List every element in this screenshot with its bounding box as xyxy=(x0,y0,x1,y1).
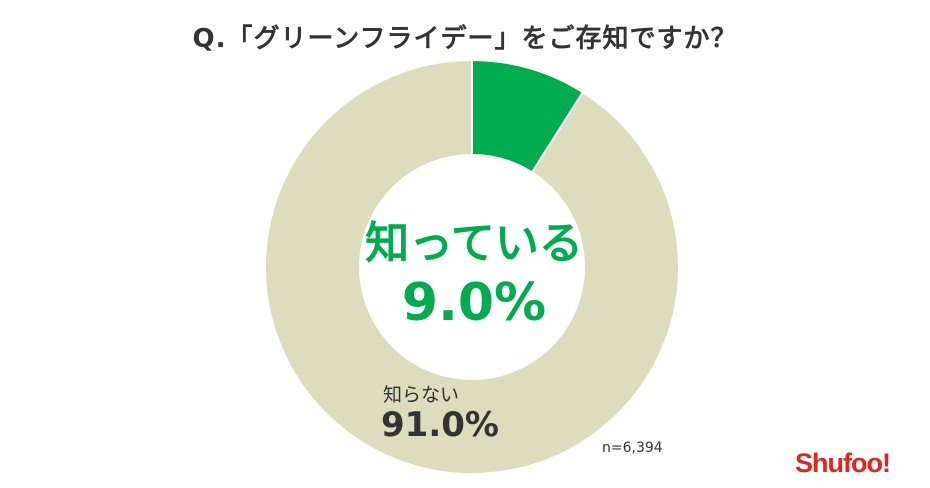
slice-label-unknown: 知らない xyxy=(383,384,459,406)
sample-size-note: n=6,394 xyxy=(602,440,663,456)
slice-label-known: 知っている xyxy=(365,218,583,269)
slice-unknown xyxy=(264,58,680,475)
slice-value-unknown: 91.0% xyxy=(381,405,499,445)
slices-group xyxy=(264,58,680,475)
shufoo-logo: Shufoo! xyxy=(795,448,891,478)
slice-value-known: 9.0% xyxy=(402,273,546,333)
chart-title: Q.「グリーンフライデー」をご存知ですか？ xyxy=(192,24,738,54)
